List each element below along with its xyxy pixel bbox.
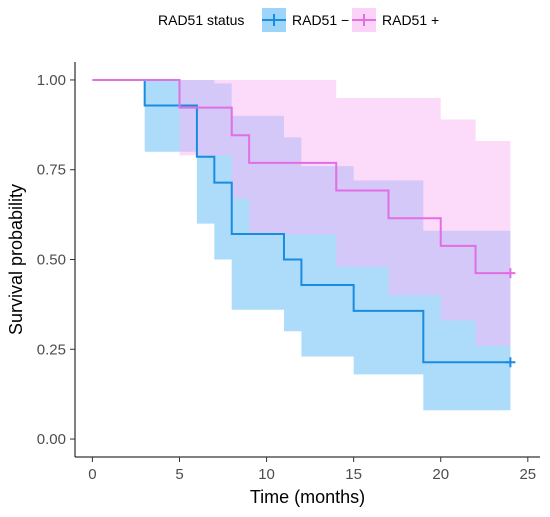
y-tick-label: 0.50	[37, 252, 66, 269]
legend-title: RAD51 status	[158, 12, 244, 28]
y-axis-ticks: 0.00 0.25 0.50 0.75 1.00	[37, 72, 75, 448]
y-tick-label: 1.00	[37, 72, 66, 89]
y-tick-label: 0.25	[37, 341, 66, 358]
x-axis-ticks: 0 5 10 15 20 25	[88, 457, 536, 483]
x-tick-label: 20	[432, 466, 449, 483]
survival-line-series-2	[92, 78, 511, 275]
y-tick-label: 0.00	[37, 431, 66, 448]
x-tick-label: 5	[175, 466, 183, 483]
survival-curves	[92, 78, 516, 368]
legend-label-series-1: RAD51 −	[292, 12, 349, 28]
censor-mark-series-1	[505, 357, 516, 368]
x-axis-title: Time (months)	[250, 487, 365, 507]
x-tick-label: 10	[258, 466, 275, 483]
x-tick-label: 0	[88, 466, 96, 483]
censor-mark-series-2	[505, 268, 516, 279]
legend: RAD51 status RAD51 − RAD51 +	[158, 8, 439, 32]
x-tick-label: 15	[345, 466, 362, 483]
legend-label-series-2: RAD51 +	[382, 12, 439, 28]
legend-items: RAD51 − RAD51 +	[262, 8, 439, 32]
ci-band-series-1	[92, 80, 511, 411]
x-tick-label: 25	[519, 466, 536, 483]
y-tick-label: 0.75	[37, 162, 66, 179]
y-axis-title: Survival probability	[6, 184, 26, 335]
survival-line-series-1	[92, 78, 511, 364]
